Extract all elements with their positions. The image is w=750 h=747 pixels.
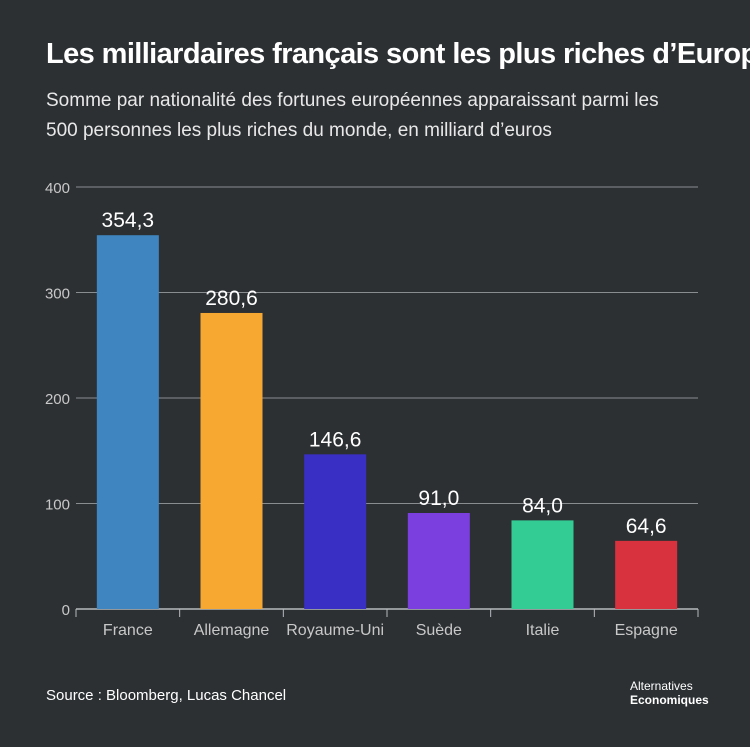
- y-tick-label: 0: [62, 602, 70, 619]
- x-tick-label: France: [103, 622, 153, 639]
- source-note: Source : Bloomberg, Lucas Chancel: [46, 687, 287, 704]
- logo-line-2: Economiques: [630, 693, 709, 707]
- publisher-logo: Alternatives Economiques: [630, 679, 709, 707]
- x-tick-label: Suède: [416, 622, 462, 639]
- bar: [304, 454, 367, 609]
- bar: [200, 312, 263, 609]
- bar: [96, 235, 159, 609]
- data-label: 280,6: [205, 287, 258, 310]
- logo-line-1: Alternatives: [630, 679, 693, 693]
- bar: [511, 520, 574, 609]
- x-tick-label: Allemagne: [194, 622, 270, 639]
- data-label: 91,0: [418, 487, 459, 510]
- x-tick-label: Espagne: [615, 622, 678, 639]
- data-label: 84,0: [522, 494, 563, 517]
- data-label: 354,3: [102, 209, 155, 232]
- data-label: 64,6: [626, 515, 667, 538]
- data-label: 146,6: [309, 428, 362, 451]
- x-tick-label: Royaume-Uni: [286, 622, 384, 639]
- bar: [407, 512, 470, 609]
- x-tick-label: Italie: [526, 622, 560, 639]
- y-tick-label: 100: [45, 497, 70, 514]
- y-tick-label: 400: [45, 180, 70, 197]
- y-tick-label: 300: [45, 286, 70, 303]
- y-tick-label: 200: [45, 391, 70, 408]
- bar: [615, 540, 678, 609]
- chart-title: Les milliardaires français sont les plus…: [46, 38, 750, 70]
- chart-subtitle: Somme par nationalité des fortunes europ…: [46, 90, 659, 141]
